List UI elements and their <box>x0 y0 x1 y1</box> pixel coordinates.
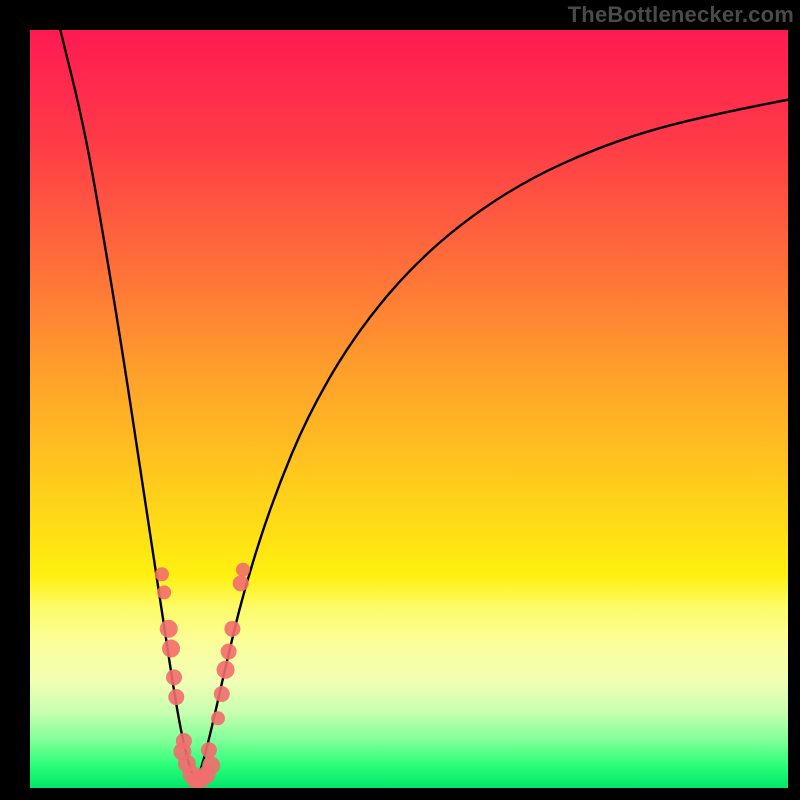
scatter-point <box>211 711 225 725</box>
chart-container: TheBottlenecker.com <box>0 0 800 800</box>
scatter-point <box>224 621 240 637</box>
scatter-point <box>168 689 184 705</box>
scatter-point <box>157 585 171 599</box>
scatter-point <box>202 756 220 774</box>
scatter-point <box>201 742 217 758</box>
plot-area <box>30 30 788 788</box>
scatter-point <box>155 567 169 581</box>
scatter-point <box>236 563 250 577</box>
scatter-point <box>221 644 237 660</box>
scatter-point <box>214 686 230 702</box>
scatter-point <box>162 640 180 658</box>
scatter-point <box>233 575 249 591</box>
attribution-text: TheBottlenecker.com <box>568 2 794 28</box>
v-curve <box>60 30 788 782</box>
curve-layer <box>30 30 788 788</box>
scatter-group <box>155 563 250 788</box>
scatter-point <box>166 669 182 685</box>
scatter-point <box>217 661 235 679</box>
scatter-point <box>160 620 178 638</box>
